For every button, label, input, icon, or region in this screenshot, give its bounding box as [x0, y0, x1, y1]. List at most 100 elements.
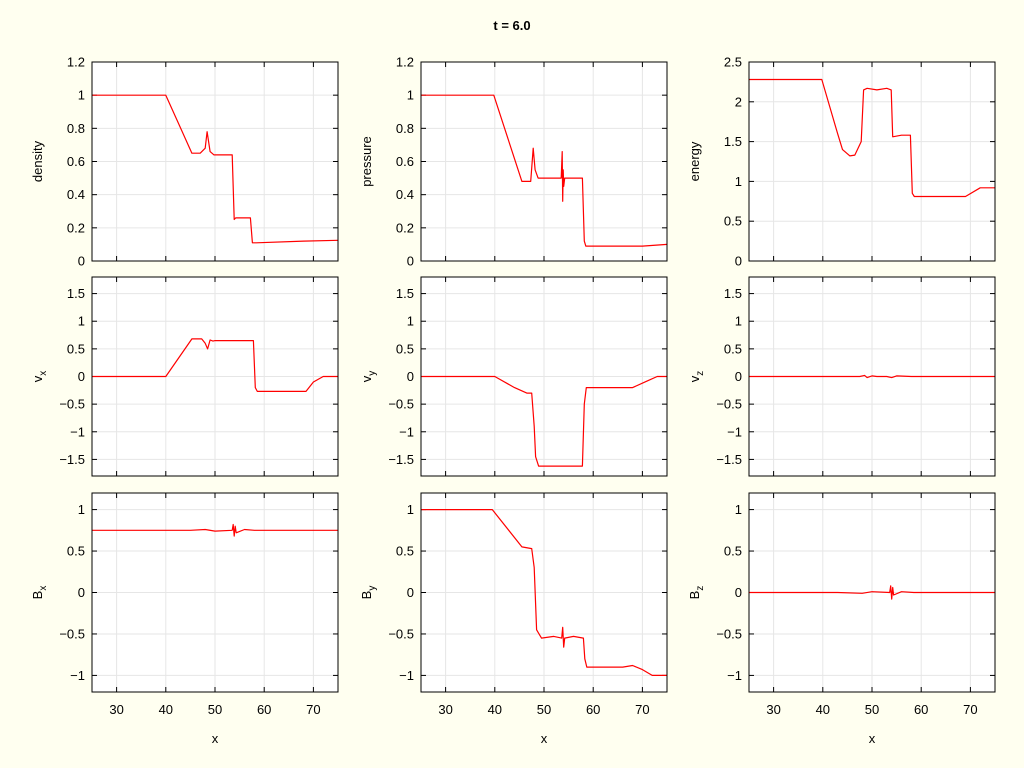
y-tick-label: 0: [78, 369, 85, 384]
x-axis-label: x: [541, 731, 548, 746]
y-tick-label: 1.2: [396, 55, 414, 70]
y-tick-label: 1: [78, 502, 85, 517]
y-tick-label: 1.2: [67, 55, 85, 70]
y-tick-label: 0: [407, 254, 414, 269]
panel-vy: −1.5 −1 −0.5 0 0.5 1 1.5 vy: [359, 276, 668, 477]
x-tick-label: 40: [159, 702, 173, 717]
y-tick-label: −1: [727, 424, 742, 439]
y-tick-label: −0.5: [59, 626, 85, 641]
series-line-By: [421, 509, 667, 677]
y-tick-label: 1: [735, 174, 742, 189]
y-axis-label-subscript: x: [38, 586, 49, 591]
y-tick-label: 0.2: [396, 220, 414, 235]
x-tick-label: 60: [586, 702, 600, 717]
y-axis-label: Bx: [30, 586, 49, 600]
y-tick-label: −1.5: [59, 452, 85, 467]
y-axis-label: vz: [687, 371, 706, 383]
y-tick-label: 1: [78, 88, 85, 103]
y-tick-label: 0: [407, 585, 414, 600]
y-tick-label: 0.6: [396, 154, 414, 169]
series-line-vx: [92, 338, 338, 392]
y-tick-label: 0: [78, 254, 85, 269]
panel-By: −1 −0.5 0 0.5 1 30 40 50 60 70 x By: [359, 492, 668, 746]
y-tick-label: −1.5: [388, 452, 414, 467]
y-axis-label-subscript: z: [695, 586, 706, 591]
panel-energy: 0 0.5 1 1.5 2 2.5 energy: [687, 55, 996, 269]
y-tick-label: −0.5: [716, 626, 742, 641]
y-axis-label: pressure: [359, 136, 374, 187]
panel-vx: −1.5 −1 −0.5 0 0.5 1 1.5 vx: [30, 276, 339, 477]
y-tick-label: 0: [78, 585, 85, 600]
y-tick-label: 0: [735, 369, 742, 384]
x-tick-label: 30: [438, 702, 452, 717]
y-axis-label-subscript: y: [367, 586, 378, 591]
y-tick-label: 0.5: [67, 341, 85, 356]
x-tick-label: 30: [766, 702, 780, 717]
y-tick-label: −1: [399, 424, 414, 439]
plot-frame: [748, 492, 996, 693]
y-tick-label: −1: [727, 668, 742, 683]
x-tick-label: 60: [914, 702, 928, 717]
y-tick-label: −1: [70, 668, 85, 683]
x-tick-label: 40: [816, 702, 830, 717]
x-tick-label: 50: [537, 702, 551, 717]
series-line-energy: [749, 78, 995, 198]
y-tick-label: −1: [70, 424, 85, 439]
y-tick-label: 1.5: [396, 286, 414, 301]
plot-frame: [91, 61, 339, 262]
series-line-Bx: [92, 523, 338, 537]
panel-density: 0 0.2 0.4 0.6 0.8 1 1.2 density: [30, 55, 339, 269]
panel-vz: −1.5 −1 −0.5 0 0.5 1 1.5 vz: [687, 276, 996, 477]
y-tick-label: 1: [407, 88, 414, 103]
series-line-vy: [421, 375, 667, 467]
y-tick-label: 1: [735, 314, 742, 329]
y-tick-label: 1: [407, 314, 414, 329]
y-tick-label: 1.5: [67, 286, 85, 301]
x-tick-label: 70: [306, 702, 320, 717]
x-axis-label: x: [869, 731, 876, 746]
y-tick-label: 1: [78, 314, 85, 329]
y-tick-label: 0.8: [67, 121, 85, 136]
y-tick-label: 0.5: [396, 341, 414, 356]
y-axis-label: energy: [687, 141, 702, 181]
y-tick-label: 0.4: [67, 187, 85, 202]
series-line-density: [92, 94, 339, 244]
y-axis-label: vy: [359, 371, 378, 383]
y-tick-label: 0.5: [396, 544, 414, 559]
y-axis-label-subscript: y: [367, 371, 378, 376]
y-axis-label-subscript: x: [38, 371, 49, 376]
x-tick-label: 70: [963, 702, 977, 717]
y-axis-label-subscript: z: [695, 371, 706, 376]
x-tick-label: 50: [208, 702, 222, 717]
y-tick-label: −0.5: [388, 397, 414, 412]
y-tick-label: 0.2: [67, 220, 85, 235]
y-tick-label: 0: [735, 254, 742, 269]
y-tick-label: 1: [407, 502, 414, 517]
y-tick-label: 0.5: [724, 214, 742, 229]
series-line-vz: [749, 374, 995, 379]
plot-frame: [420, 492, 668, 693]
series-line-Bz: [749, 585, 995, 600]
y-tick-label: 0.5: [724, 544, 742, 559]
y-tick-label: −0.5: [59, 397, 85, 412]
series-line-pressure: [421, 94, 668, 247]
y-tick-label: 1.5: [724, 286, 742, 301]
y-axis-label: density: [30, 140, 45, 182]
plot-frame: [91, 276, 339, 477]
y-tick-label: 1: [735, 502, 742, 517]
plot-frame: [420, 276, 668, 477]
x-tick-label: 70: [635, 702, 649, 717]
y-tick-label: −0.5: [388, 626, 414, 641]
x-tick-label: 30: [109, 702, 123, 717]
x-axis-label: x: [212, 731, 219, 746]
y-tick-label: 0.6: [67, 154, 85, 169]
x-tick-label: 40: [488, 702, 502, 717]
y-tick-label: 0.8: [396, 121, 414, 136]
figure-title: t = 6.0: [493, 18, 531, 33]
y-tick-label: 2.5: [724, 55, 742, 70]
panel-Bz: −1 −0.5 0 0.5 1 30 40 50 60 70 x Bz: [687, 492, 996, 746]
y-axis-label: vx: [30, 371, 49, 383]
y-tick-label: −1.5: [716, 452, 742, 467]
